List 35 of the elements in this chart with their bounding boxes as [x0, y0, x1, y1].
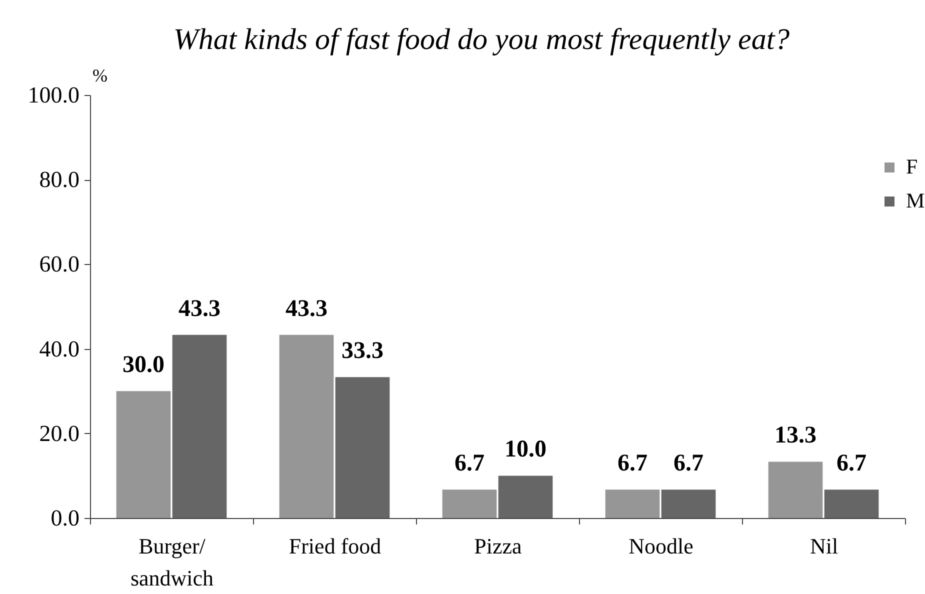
- y-tick-label: 40.0: [39, 336, 80, 362]
- data-label: 13.3: [774, 422, 816, 449]
- legend-label: F: [906, 154, 918, 178]
- bar: [605, 490, 660, 518]
- x-tick-label: Noodle: [628, 534, 694, 558]
- bar: [498, 476, 553, 518]
- data-label: 10.0: [504, 436, 547, 463]
- x-tick-label: Pizza: [474, 534, 522, 558]
- bar: [116, 391, 171, 518]
- y-tick-label: 20.0: [39, 420, 80, 446]
- bar: [824, 490, 879, 518]
- legend-label: M: [906, 188, 925, 212]
- y-tick-label: 0.0: [50, 506, 80, 530]
- bar: [442, 490, 497, 518]
- x-tick-label: Burger/sandwich: [130, 534, 214, 590]
- bar: [335, 377, 390, 518]
- data-label: 30.0: [122, 352, 164, 378]
- y-tick-label: 100.0: [28, 82, 80, 108]
- data-label: 6.7: [674, 450, 704, 477]
- y-tick-label: 80.0: [39, 167, 80, 192]
- bar: [172, 334, 227, 518]
- bar: [279, 334, 334, 518]
- bar: [768, 462, 823, 518]
- y-axis-title: %: [92, 66, 108, 86]
- chart-title: What kinds of fast food do you most frequently eat?: [173, 23, 790, 56]
- data-label: 33.3: [342, 338, 384, 364]
- data-label: 6.7: [836, 450, 867, 477]
- data-label: 43.3: [178, 296, 221, 322]
- bar: [661, 490, 716, 518]
- data-label: 6.7: [617, 450, 648, 477]
- x-tick-label: Fried food: [288, 534, 382, 558]
- data-label: 6.7: [454, 450, 484, 477]
- data-label: 43.3: [285, 296, 328, 322]
- x-tick-label: Nil: [810, 534, 838, 558]
- y-tick-label: 60.0: [39, 252, 80, 277]
